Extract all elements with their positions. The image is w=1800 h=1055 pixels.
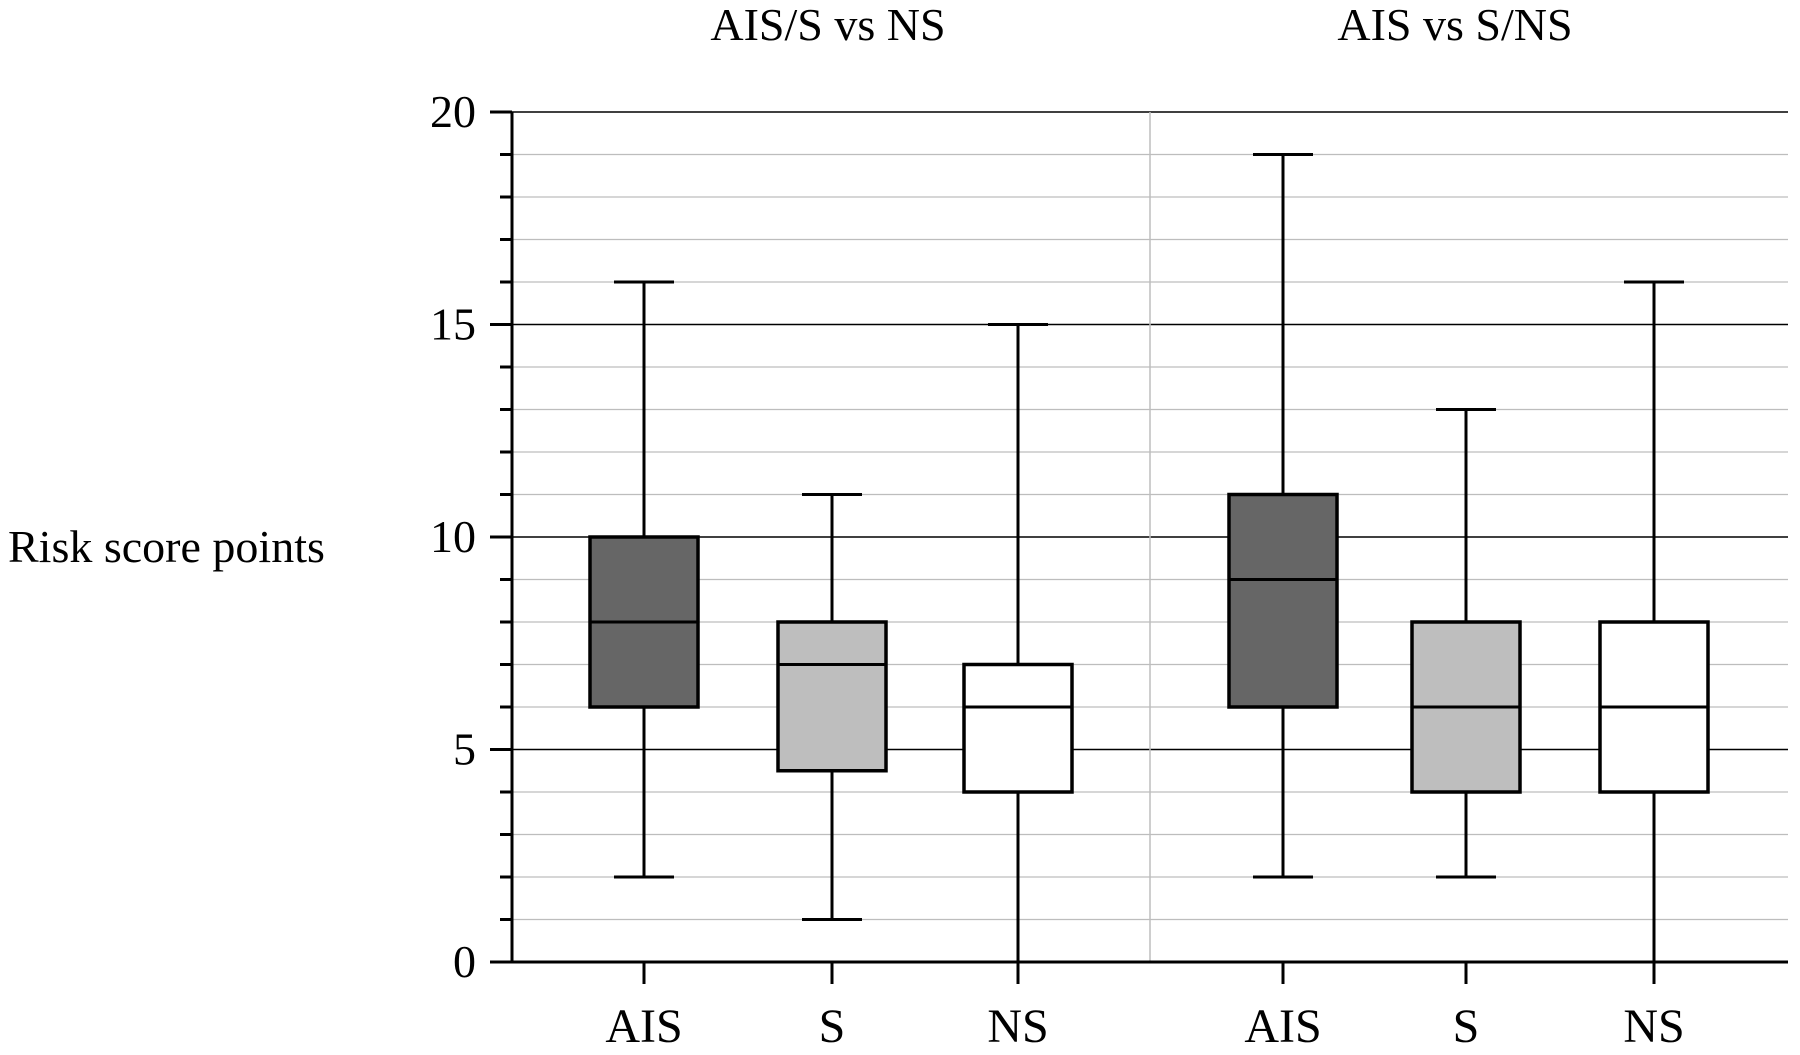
y-axis-label: Risk score points	[8, 521, 325, 572]
y-tick-label: 10	[430, 511, 476, 562]
y-tick-label: 15	[430, 299, 476, 350]
box-s-panel-2	[1410, 408, 1522, 879]
iqr-box	[776, 620, 888, 773]
box-s-panel-1	[776, 493, 888, 921]
box-ais-panel-2	[1227, 153, 1339, 879]
y-tick-label: 5	[453, 724, 476, 775]
box-ns-panel-1	[962, 323, 1074, 964]
iqr-box	[1227, 492, 1339, 709]
x-tick-label: S	[1453, 1000, 1480, 1050]
x-tick-label: S	[819, 1000, 846, 1050]
box-ns-panel-2	[1598, 280, 1710, 964]
x-tick-label: AIS	[605, 1000, 682, 1050]
box-ais-panel-1	[588, 280, 700, 879]
panel-title-left: AIS/S vs NS	[710, 0, 945, 50]
y-tick-label: 0	[453, 936, 476, 987]
x-tick-label: AIS	[1244, 1000, 1321, 1050]
panel-title-right: AIS vs S/NS	[1337, 0, 1572, 50]
box-layer	[588, 153, 1710, 964]
x-tick-label: NS	[987, 1000, 1048, 1050]
grid-layer	[512, 111, 1788, 962]
y-tick-label: 20	[430, 86, 476, 137]
label-layer: Risk score points AIS/S vs NS AIS vs S/N…	[8, 0, 1685, 1053]
axis-layer	[490, 110, 1788, 984]
x-tick-label: NS	[1623, 1000, 1684, 1050]
iqr-box	[962, 662, 1074, 794]
